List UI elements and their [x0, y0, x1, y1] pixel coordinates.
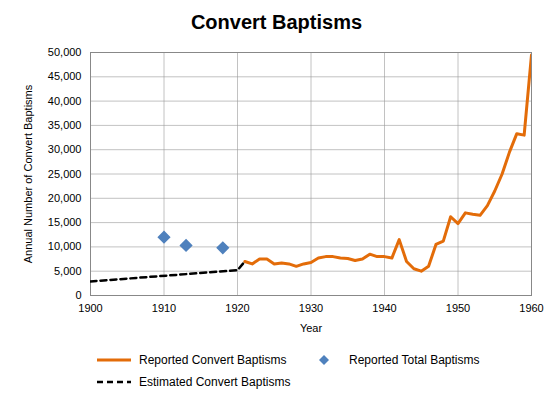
html-text:Reported Total Baptisms: Reported Total Baptisms — [349, 353, 480, 367]
svg-text:5,000: 5,000 — [54, 265, 82, 277]
svg-text:40,000: 40,000 — [48, 95, 82, 107]
svg-text:1920: 1920 — [225, 302, 249, 314]
html-text:Convert Baptisms: Convert Baptisms — [190, 11, 363, 33]
svg-text:15,000: 15,000 — [48, 216, 82, 228]
html-text:Reported Convert Baptisms: Reported Convert Baptisms — [139, 353, 287, 367]
svg-text:1910: 1910 — [152, 302, 176, 314]
html-text:Estimated Convert Baptisms: Estimated Convert Baptisms — [139, 375, 291, 389]
svg-text:50,000: 50,000 — [48, 46, 82, 58]
svg-text:1950: 1950 — [446, 302, 470, 314]
svg-text:1960: 1960 — [519, 302, 543, 314]
svg-text:Year: Year — [300, 322, 323, 334]
svg-text:Annual Number of Convert Bapti: Annual Number of Convert Baptisms — [22, 84, 34, 263]
svg-text:10,000: 10,000 — [48, 240, 82, 252]
svg-text:25,000: 25,000 — [48, 168, 82, 180]
svg-text:1930: 1930 — [299, 302, 323, 314]
svg-text:1940: 1940 — [372, 302, 396, 314]
svg-text:35,000: 35,000 — [48, 119, 82, 131]
svg-text:20,000: 20,000 — [48, 192, 82, 204]
svg-text:45,000: 45,000 — [48, 70, 82, 82]
svg-text:1900: 1900 — [78, 302, 102, 314]
svg-text:0: 0 — [75, 289, 81, 301]
svg-text:30,000: 30,000 — [48, 143, 82, 155]
